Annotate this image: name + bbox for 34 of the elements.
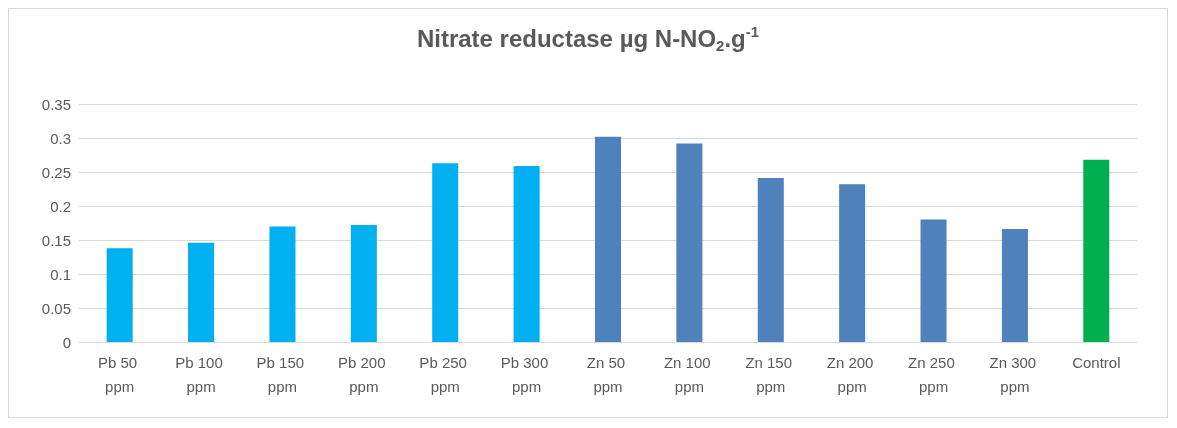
x-tick-label: Pb 150 ppm xyxy=(256,353,309,395)
x-tick-label: Zn 100 ppm xyxy=(663,353,715,395)
x-tick-label: Pb 200 ppm xyxy=(337,353,390,395)
y-tick-label: 0.15 xyxy=(41,231,71,249)
x-tick-label: Pb 300 ppm xyxy=(500,353,553,395)
bar xyxy=(269,226,296,342)
y-tick-label: 0.3 xyxy=(50,129,71,147)
x-tick-label: Pb 50 ppm xyxy=(98,353,142,395)
bar xyxy=(676,143,703,342)
y-tick-label: 0.35 xyxy=(41,95,71,113)
x-tick-label: Zn 250 ppm xyxy=(908,353,959,395)
bar xyxy=(839,184,866,342)
x-tick-label: Pb 250 ppm xyxy=(419,353,472,395)
y-tick-label: 0.05 xyxy=(41,299,71,317)
bar xyxy=(757,178,784,342)
bar xyxy=(350,225,377,342)
bar xyxy=(106,248,133,342)
x-tick-label: Control xyxy=(1072,353,1121,371)
x-tick-label: Zn 50 ppm xyxy=(586,353,630,395)
x-tick-label: Pb 100 ppm xyxy=(175,353,227,395)
bar xyxy=(920,219,947,342)
bar xyxy=(432,163,459,342)
y-tick-label: 0.25 xyxy=(41,163,71,181)
bar xyxy=(513,165,540,342)
y-tick-label: 0 xyxy=(62,333,71,351)
x-tick-label: Zn 200 ppm xyxy=(826,353,878,395)
x-tick-label: Zn 150 ppm xyxy=(745,353,797,395)
bar xyxy=(1083,159,1110,342)
bar xyxy=(594,136,622,342)
bar xyxy=(1001,229,1028,342)
x-tick-label: Zn 300 ppm xyxy=(989,353,1041,395)
bar xyxy=(188,242,215,342)
y-tick-label: 0.2 xyxy=(50,197,71,215)
y-tick-label: 0.1 xyxy=(50,265,71,283)
